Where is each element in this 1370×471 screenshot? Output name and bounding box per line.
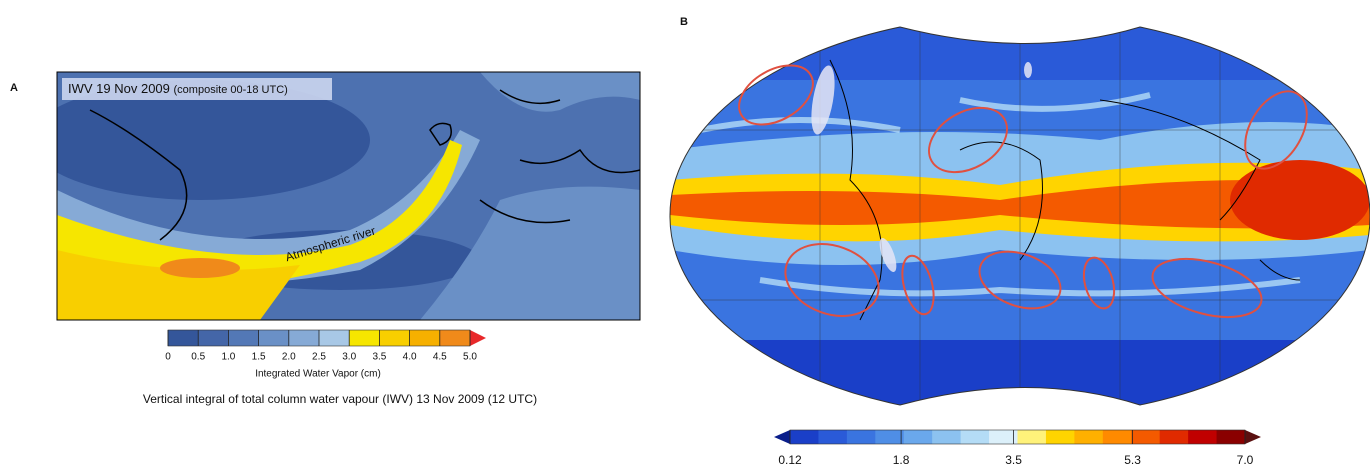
title-note: (composite 00-18 UTC) bbox=[174, 84, 288, 96]
title-text: IWV 19 Nov 2009 bbox=[68, 81, 170, 96]
colorbar-tick-label: 0.5 bbox=[191, 352, 205, 363]
colorbar-segment bbox=[228, 330, 259, 346]
colorbar-tick-label: 0 bbox=[165, 352, 171, 363]
colorbar-b: 0.12 1.8 3.5 5.3 7.0 bbox=[774, 430, 1261, 467]
colorbar-segment bbox=[1131, 430, 1160, 444]
colorbar-extend bbox=[1245, 430, 1261, 444]
colorbar-tick-label: 3.5 bbox=[1005, 453, 1022, 467]
colorbar-segment bbox=[847, 430, 876, 444]
caption: Vertical integral of total column water … bbox=[143, 392, 537, 406]
map-title: IWV 19 Nov 2009 (composite 00-18 UTC) bbox=[68, 81, 288, 96]
colorbar-tick-label: 5.3 bbox=[1124, 453, 1141, 467]
colorbar-label: Integrated Water Vapor (cm) bbox=[255, 369, 381, 380]
colorbar-tick-label: 1.8 bbox=[893, 453, 910, 467]
colorbar-tick-label: 2.0 bbox=[282, 352, 296, 363]
colorbar-segment bbox=[818, 430, 847, 444]
colorbar-tick-label: 0.12 bbox=[778, 453, 802, 467]
colorbar-extend bbox=[774, 430, 790, 444]
colorbar-segment bbox=[1046, 430, 1075, 444]
colorbar-segment bbox=[289, 330, 320, 346]
colorbar-segment bbox=[875, 430, 904, 444]
figure: A IWV 19 Nov 2009 (composite 00-18 UTC) … bbox=[0, 0, 1370, 471]
colorbar-segment bbox=[1074, 430, 1103, 444]
colorbar-segment bbox=[259, 330, 290, 346]
colorbar-segment bbox=[349, 330, 380, 346]
colorbar-tick-label: 5.0 bbox=[463, 352, 477, 363]
colorbar-tick-label: 7.0 bbox=[1237, 453, 1254, 467]
map-b bbox=[670, 0, 1370, 420]
colorbar-segment bbox=[932, 430, 961, 444]
colorbar-extend bbox=[470, 330, 486, 346]
colorbar-tick-label: 2.5 bbox=[312, 352, 326, 363]
colorbar-segment bbox=[1160, 430, 1189, 444]
colorbar-segment bbox=[961, 430, 990, 444]
panel-label: B bbox=[680, 16, 688, 28]
colorbar-segment bbox=[440, 330, 471, 346]
colorbar-segment bbox=[379, 330, 410, 346]
colorbar-segment bbox=[1217, 430, 1246, 444]
map-a bbox=[30, 72, 640, 320]
colorbar-segment bbox=[198, 330, 229, 346]
colorbar-segment bbox=[1018, 430, 1047, 444]
colorbar-tick-label: 1.5 bbox=[252, 352, 266, 363]
colorbar-a: 0 0.5 1.0 1.5 2.0 2.5 3.0 3.5 4.0 4.5 5.0 bbox=[165, 330, 486, 363]
colorbar-tick-label: 1.0 bbox=[221, 352, 235, 363]
colorbar-segment bbox=[790, 430, 819, 444]
colorbar-tick-label: 3.0 bbox=[342, 352, 356, 363]
colorbar-segment bbox=[904, 430, 933, 444]
colorbar-segment bbox=[319, 330, 350, 346]
colorbar-segment bbox=[1103, 430, 1132, 444]
colorbar-segment bbox=[410, 330, 441, 346]
colorbar-tick-label: 3.5 bbox=[372, 352, 386, 363]
panel-label: A bbox=[10, 82, 18, 94]
colorbar-segment bbox=[1188, 430, 1217, 444]
colorbar-tick-label: 4.5 bbox=[433, 352, 447, 363]
colorbar-segment bbox=[168, 330, 199, 346]
colorbar-tick-label: 4.0 bbox=[403, 352, 417, 363]
